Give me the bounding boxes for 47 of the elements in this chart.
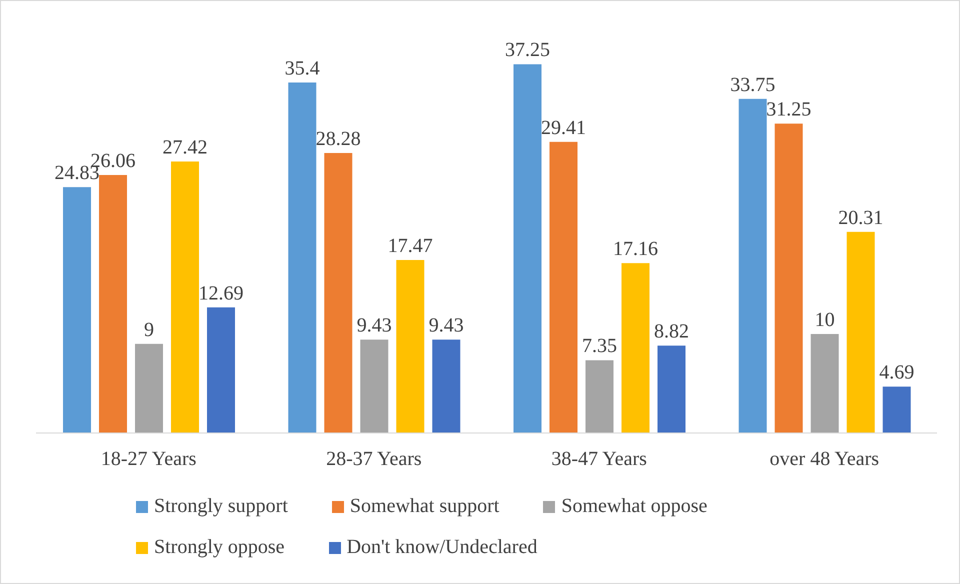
bar xyxy=(658,346,686,433)
bar xyxy=(360,340,388,433)
data-label: 17.16 xyxy=(613,238,658,260)
data-label: 33.75 xyxy=(730,74,776,96)
bar xyxy=(135,344,163,433)
bar xyxy=(586,360,614,433)
data-label: 17.47 xyxy=(388,235,433,258)
data-label: 20.31 xyxy=(838,206,884,229)
legend-label: Somewhat oppose xyxy=(561,495,708,518)
data-label: 27.42 xyxy=(162,136,208,159)
legend-label: Somewhat support xyxy=(350,495,500,518)
bar xyxy=(882,386,911,433)
data-label: 37.25 xyxy=(505,39,550,62)
bar xyxy=(396,260,424,433)
bar xyxy=(207,307,235,433)
x-tick-label: over 48 Years xyxy=(770,448,880,470)
x-tick-label: 28-37 Years xyxy=(326,448,422,470)
data-label: 29.41 xyxy=(541,116,586,139)
bar xyxy=(774,124,803,433)
legend-label: Don't know/Undeclared xyxy=(346,536,538,559)
legend-label: Strongly support xyxy=(154,495,288,518)
bar xyxy=(810,334,839,433)
data-label: 28.28 xyxy=(316,128,361,150)
bar xyxy=(288,82,316,433)
x-tick-label: 38-47 Years xyxy=(551,448,648,470)
bar xyxy=(514,64,542,433)
bar xyxy=(550,142,578,433)
bar xyxy=(738,98,767,433)
bar xyxy=(171,162,199,433)
data-label: 9 xyxy=(144,318,154,341)
bar xyxy=(432,340,460,433)
bar xyxy=(622,263,650,433)
x-tick-label: 18-27 Years xyxy=(100,448,197,470)
bar xyxy=(846,232,875,433)
data-label: 8.82 xyxy=(654,320,689,343)
legend-label: Strongly oppose xyxy=(154,536,285,559)
data-label: 4.69 xyxy=(879,362,914,384)
data-label: 7.35 xyxy=(582,335,617,358)
data-label: 9.43 xyxy=(356,314,392,337)
bar xyxy=(324,153,352,433)
bar xyxy=(99,175,127,433)
data-label: 10 xyxy=(814,309,835,331)
bar xyxy=(63,187,91,433)
data-label: 9.43 xyxy=(428,314,464,337)
data-label: 35.4 xyxy=(284,58,320,80)
data-label: 12.69 xyxy=(198,282,244,304)
data-label: 31.25 xyxy=(766,98,812,121)
